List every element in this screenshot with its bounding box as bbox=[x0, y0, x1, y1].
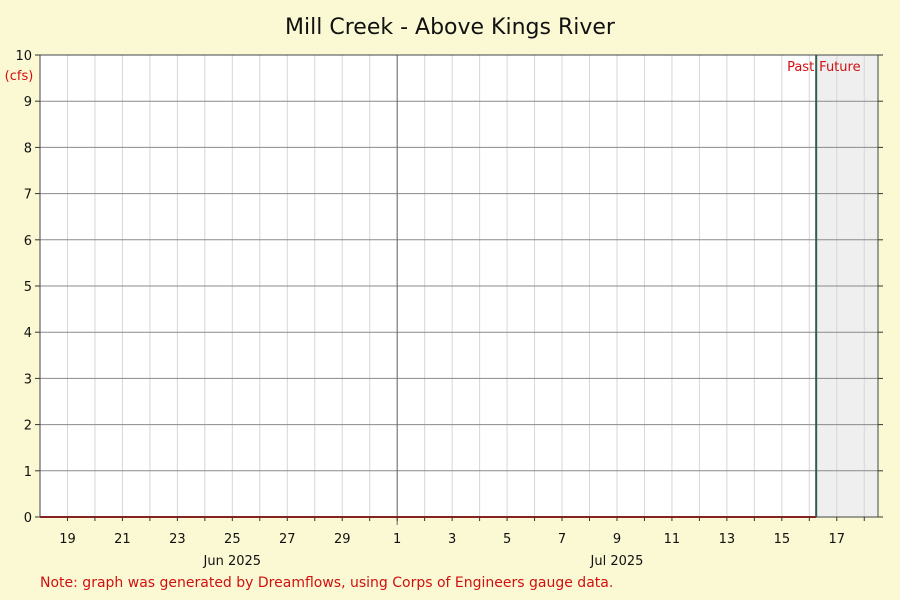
x-tick-label: 11 bbox=[664, 532, 681, 547]
x-tick-label: 25 bbox=[224, 532, 241, 547]
y-tick-label: 2 bbox=[24, 419, 32, 434]
y-tick-label: 9 bbox=[24, 95, 32, 110]
plot-border bbox=[39, 54, 879, 518]
x-month-label: Jul 2025 bbox=[590, 554, 644, 569]
x-tick-label: 9 bbox=[613, 532, 621, 547]
y-tick-label: 4 bbox=[24, 326, 32, 341]
y-tick-label: 10 bbox=[15, 49, 32, 64]
footnote: Note: graph was generated by Dreamflows,… bbox=[40, 575, 613, 591]
x-tick-label: 29 bbox=[334, 532, 351, 547]
x-month-label: Jun 2025 bbox=[203, 554, 262, 569]
y-tick-label: 5 bbox=[24, 280, 32, 295]
y-tick-label: 3 bbox=[24, 372, 32, 387]
x-tick-label: 5 bbox=[503, 532, 511, 547]
x-tick-label: 1 bbox=[393, 532, 401, 547]
chart-title: Mill Creek - Above Kings River bbox=[285, 15, 616, 40]
y-tick-label: 0 bbox=[24, 511, 32, 526]
y-tick-label: 7 bbox=[24, 188, 32, 203]
x-tick-label: 23 bbox=[169, 532, 186, 547]
x-tick-label: 15 bbox=[774, 532, 791, 547]
x-tick-label: 3 bbox=[448, 532, 456, 547]
x-tick-label: 7 bbox=[558, 532, 566, 547]
x-tick-label: 27 bbox=[279, 532, 296, 547]
x-tick-label: 21 bbox=[114, 532, 131, 547]
y-tick-label: 1 bbox=[24, 465, 32, 480]
x-tick-label: 13 bbox=[719, 532, 736, 547]
y-axis-unit-label: (cfs) bbox=[5, 69, 34, 84]
x-tick-label: 19 bbox=[59, 532, 76, 547]
future-label: Future bbox=[819, 60, 860, 75]
y-tick-label: 8 bbox=[24, 141, 32, 156]
x-tick-label: 17 bbox=[829, 532, 846, 547]
y-tick-label: 6 bbox=[24, 234, 32, 249]
past-label: Past bbox=[787, 60, 814, 75]
